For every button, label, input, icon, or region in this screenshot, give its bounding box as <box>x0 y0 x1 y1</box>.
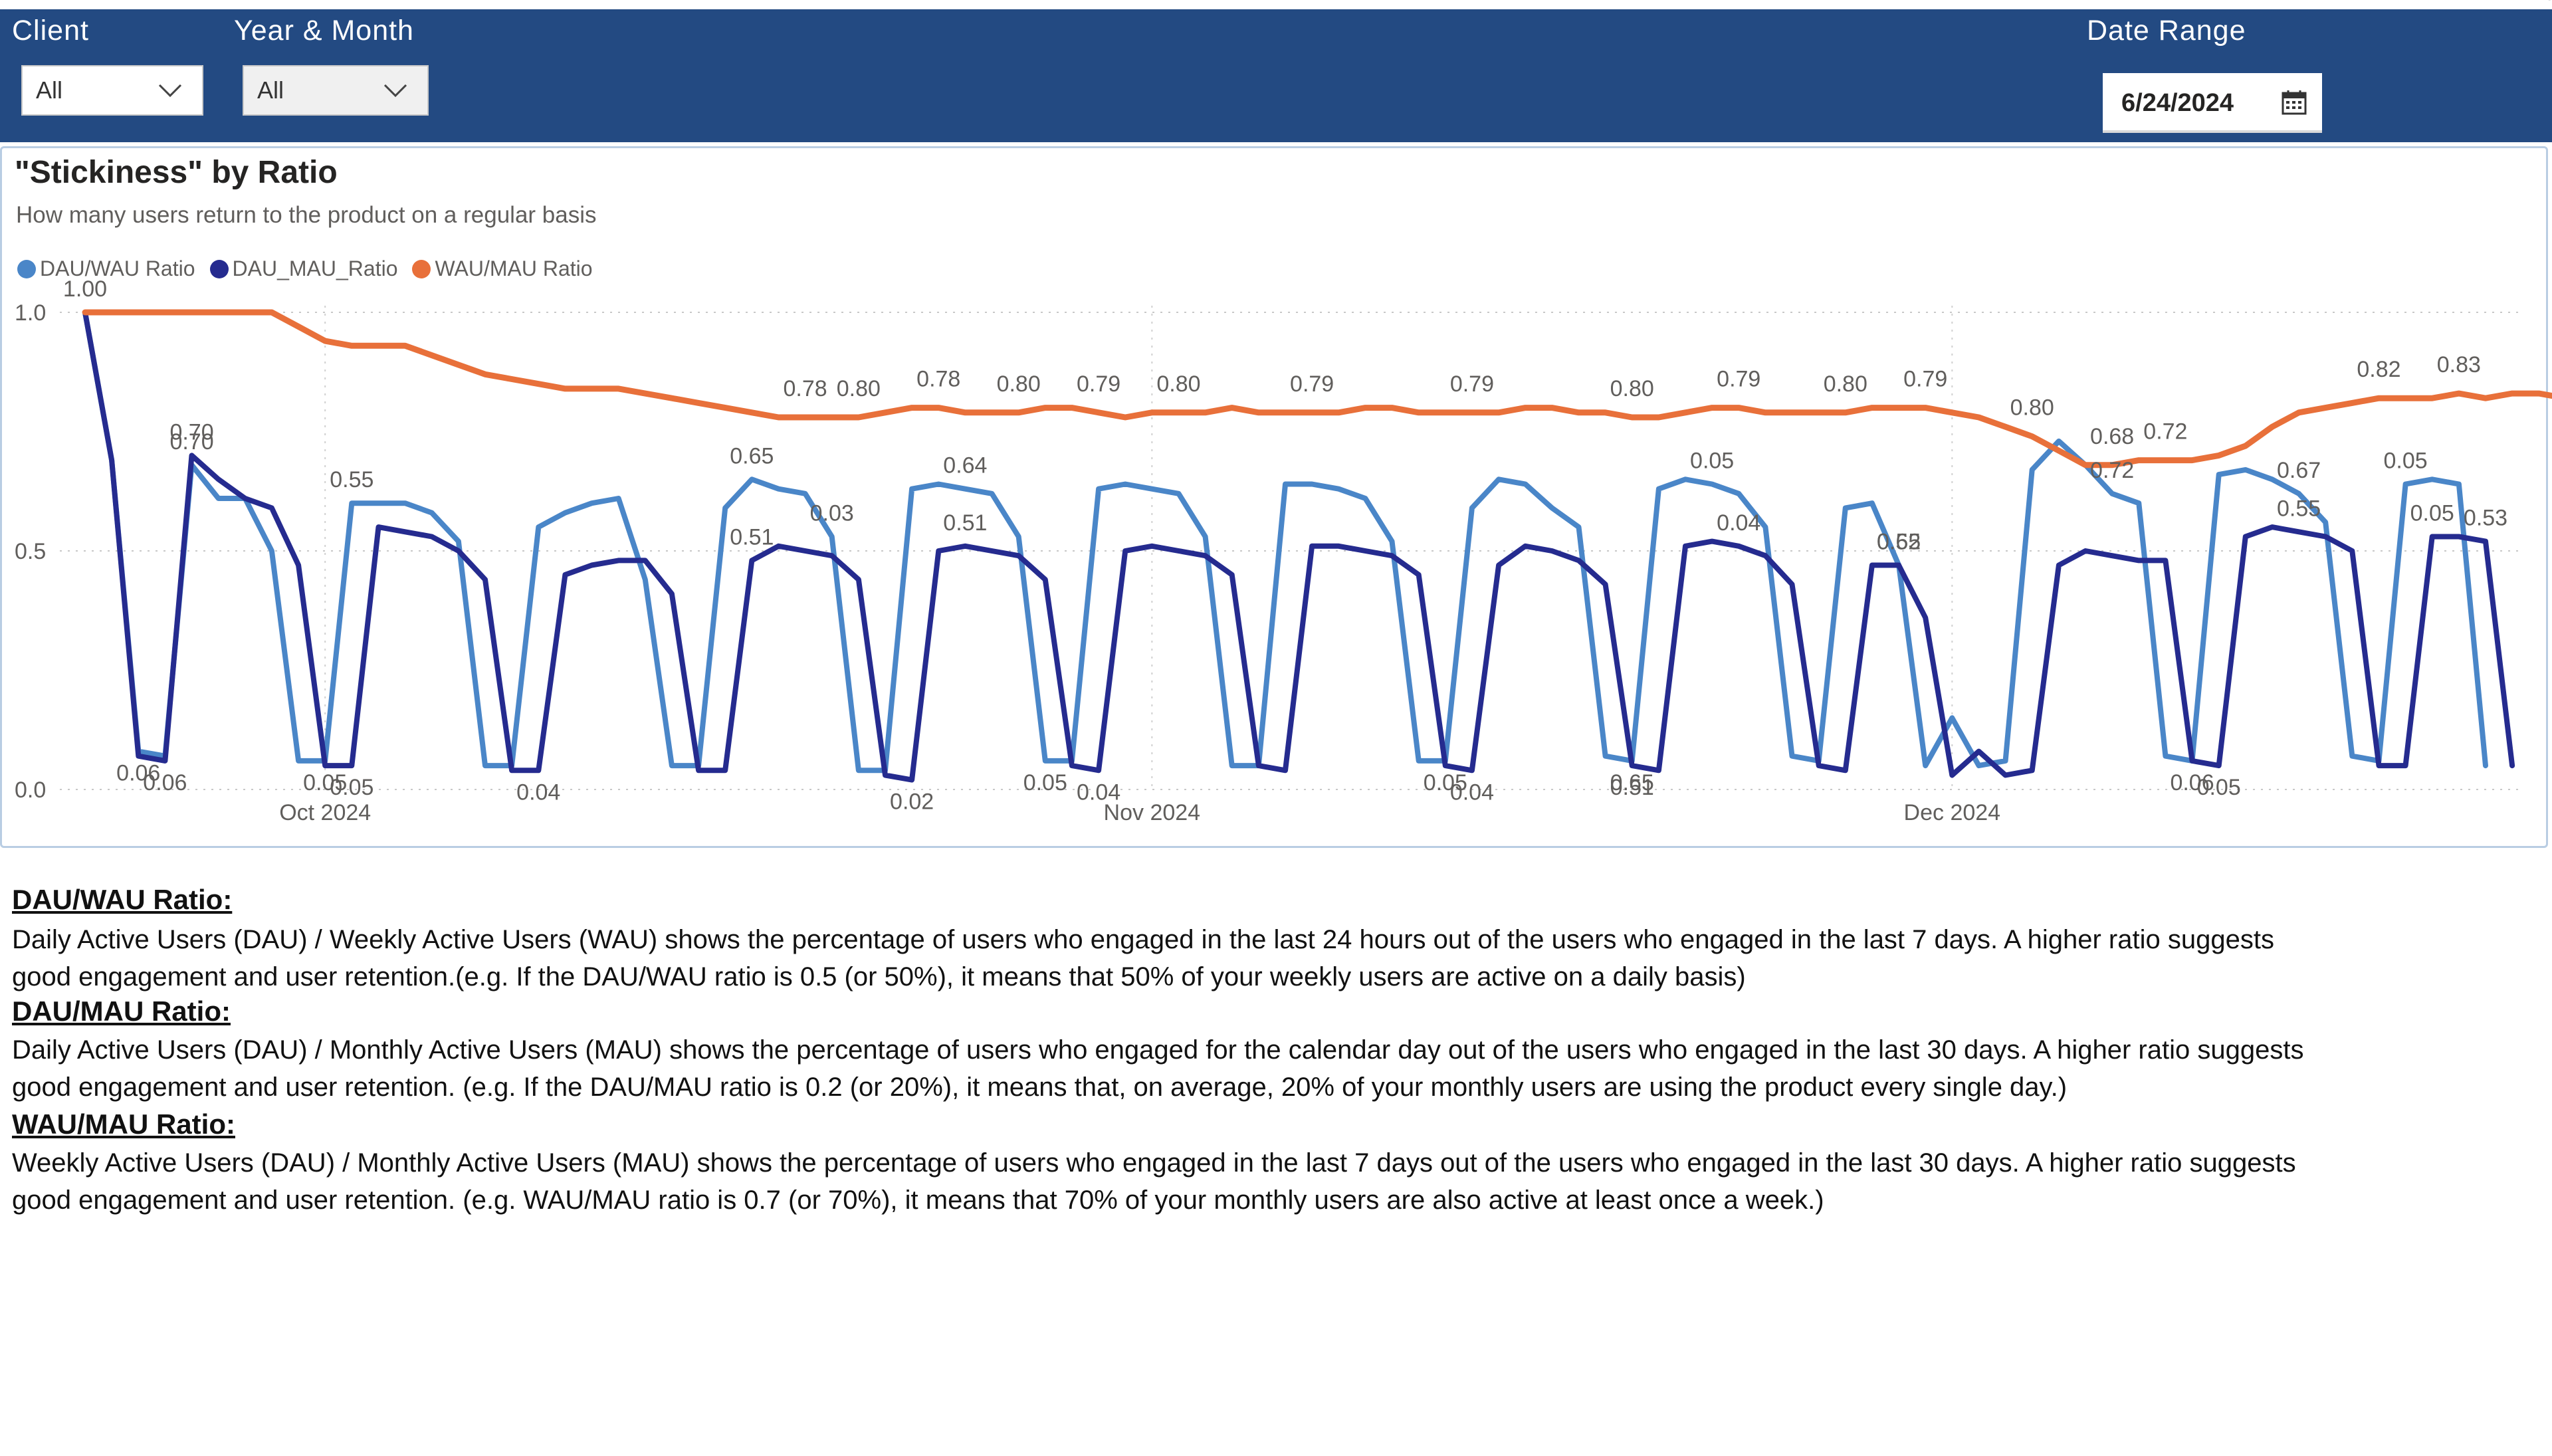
data-label: 0.67 <box>2277 458 2321 483</box>
dau-mau-heading: DAU/MAU Ratio: <box>12 995 231 1027</box>
data-label: 0.04 <box>1077 780 1120 805</box>
data-label: 0.79 <box>1450 371 1494 397</box>
chart-title: "Stickiness" by Ratio <box>15 155 338 190</box>
data-label: 0.52 <box>1877 530 1921 555</box>
y-tick-label: 0.5 <box>15 539 46 564</box>
legend-item-wau-mau[interactable]: WAU/MAU Ratio <box>412 257 593 281</box>
calendar-icon[interactable] <box>2281 89 2307 116</box>
data-label: 0.72 <box>2090 458 2134 483</box>
chart-series <box>82 309 2552 783</box>
legend-dot-icon <box>209 259 229 278</box>
data-label: 0.79 <box>1717 367 1760 392</box>
data-label: 0.05 <box>1690 448 1734 473</box>
client-dropdown[interactable]: All <box>21 65 203 116</box>
data-label: 0.80 <box>1156 371 1200 397</box>
data-label: 0.78 <box>916 367 960 392</box>
data-label: 0.05 <box>330 775 373 800</box>
date-range-label: Date Range <box>2087 15 2246 47</box>
data-label: 0.70 <box>169 419 213 445</box>
chevron-down-icon <box>383 84 407 98</box>
date-range-value: 6/24/2024 <box>2121 89 2234 117</box>
data-label: 0.04 <box>516 780 560 805</box>
data-label: 0.83 <box>2437 352 2481 377</box>
data-label: 0.80 <box>2010 395 2054 421</box>
x-tick-label: Nov 2024 <box>1104 800 1201 825</box>
data-label: 0.05 <box>2384 448 2428 473</box>
data-label: 0.05 <box>1424 770 1467 795</box>
data-label: 0.05 <box>2410 500 2454 526</box>
legend-label: DAU/WAU Ratio <box>40 257 195 280</box>
data-label: 0.53 <box>2464 506 2507 531</box>
chart-subtitle: How many users return to the product on … <box>16 202 597 228</box>
data-label: 0.51 <box>1610 775 1654 800</box>
wau-mau-description: Weekly Active Users (DAU) / Monthly Acti… <box>12 1148 2296 1215</box>
data-label: 0.06 <box>2170 770 2214 795</box>
data-label: 0.68 <box>2090 424 2134 449</box>
data-label: 0.05 <box>303 770 347 795</box>
data-label: 0.70 <box>169 429 213 455</box>
chevron-down-icon <box>158 84 182 98</box>
legend-dot-icon <box>412 259 431 278</box>
data-label: 0.72 <box>2143 419 2187 445</box>
chart-legend: DAU/WAU Ratio DAU_MAU_Ratio WAU/MAU Rati… <box>17 257 607 281</box>
data-label: 0.65 <box>730 443 774 468</box>
chart-grid <box>60 306 2519 790</box>
x-tick-label: Dec 2024 <box>1904 800 2001 825</box>
dau-mau-description: Daily Active Users (DAU) / Monthly Activ… <box>12 1035 2304 1102</box>
data-label: 0.51 <box>943 510 987 536</box>
data-label: 0.64 <box>943 453 987 478</box>
data-label: 0.80 <box>1824 371 1867 397</box>
data-label: 0.55 <box>330 467 373 492</box>
data-label: 0.79 <box>1903 367 1947 392</box>
data-label: 0.79 <box>1290 371 1334 397</box>
x-axis-ticks: Oct 2024 Nov 2024 Dec 2024 <box>279 800 2000 825</box>
data-label: 0.51 <box>730 524 774 550</box>
data-label: 0.82 <box>2357 357 2400 382</box>
filter-bar: Client All Year & Month All Date Range 6… <box>0 9 2552 142</box>
data-label: 0.04 <box>1450 780 1494 805</box>
data-label: 0.02 <box>890 789 934 815</box>
y-tick-label: 0.0 <box>15 778 46 803</box>
legend-dot-icon <box>17 259 36 278</box>
data-label: 0.79 <box>1077 371 1120 397</box>
data-label: 0.80 <box>997 371 1041 397</box>
data-label: 0.06 <box>143 770 187 795</box>
x-tick-label: Oct 2024 <box>279 800 371 825</box>
y-axis-ticks: 0.0 0.5 1.0 <box>15 300 46 803</box>
chart-data-labels: 0.700.550.65 0.640.650.650.72 0.670.06 0.05… <box>63 0 2552 815</box>
legend-item-dau-mau[interactable]: DAU_MAU_Ratio <box>209 257 398 281</box>
data-label: 0.05 <box>1023 770 1067 795</box>
data-label: 0.05 <box>2197 775 2241 800</box>
date-range-input[interactable]: 6/24/2024 <box>2103 73 2322 133</box>
data-label: 0.80 <box>1610 376 1654 401</box>
legend-label: DAU_MAU_Ratio <box>232 257 398 280</box>
client-filter-label: Client <box>12 15 89 47</box>
wau-mau-heading: WAU/MAU Ratio: <box>12 1108 235 1140</box>
client-dropdown-value: All <box>36 76 63 104</box>
data-label: 1.00 <box>63 276 107 302</box>
data-label: 0.55 <box>2277 496 2321 521</box>
data-label: 0.65 <box>1610 770 1654 795</box>
data-label: 0.80 <box>837 376 881 401</box>
data-label: 0.05 <box>2543 0 2552 5</box>
year-month-filter-label: Year & Month <box>234 15 414 47</box>
legend-label: WAU/MAU Ratio <box>435 257 593 280</box>
data-label: 0.65 <box>1877 530 1921 555</box>
line-chart[interactable]: 0.00.51.0 Oct 2024 Nov 2024 Dec 2024 0.700… <box>0 0 2552 851</box>
series-line-wau-mau-ratio[interactable] <box>82 309 2552 468</box>
legend-item-dau-wau[interactable]: DAU/WAU Ratio <box>17 257 195 281</box>
dau-wau-heading: DAU/WAU Ratio: <box>12 884 233 915</box>
y-tick-label: 1.0 <box>15 300 46 326</box>
data-label: 0.03 <box>810 500 854 526</box>
data-label: 0.06 <box>116 761 160 786</box>
dau-wau-description: Daily Active Users (DAU) / Weekly Active… <box>12 925 2274 991</box>
year-month-dropdown-value: All <box>257 76 284 104</box>
data-label: 0.04 <box>1717 510 1760 536</box>
data-label: 0.78 <box>784 376 827 401</box>
year-month-dropdown[interactable]: All <box>243 65 429 116</box>
series-line-dau-mau-ratio[interactable] <box>82 310 2515 783</box>
